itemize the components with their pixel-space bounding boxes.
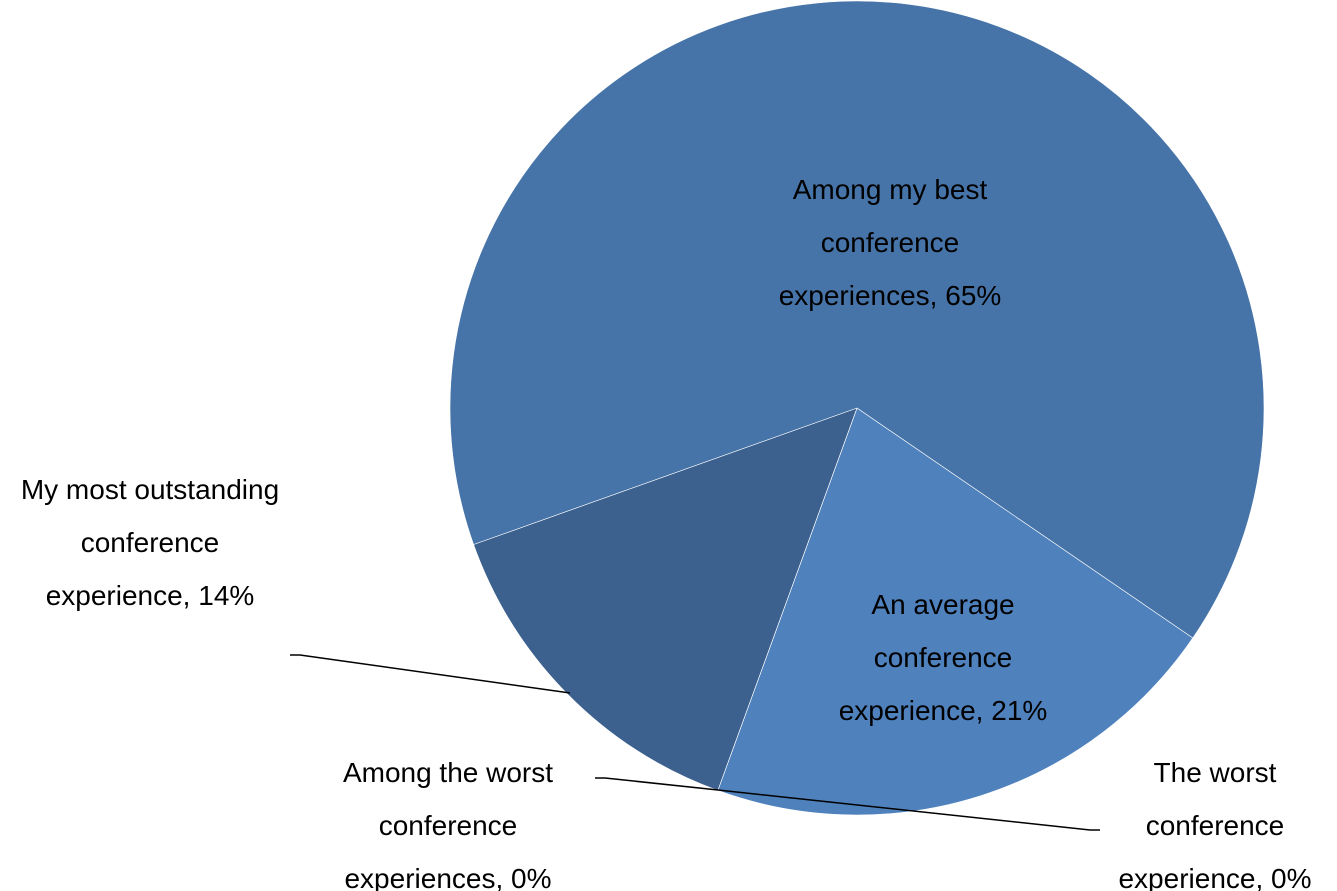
data-label: Among the worst conference experiences, … [342, 757, 554, 891]
data-label: My most outstanding conference experienc… [20, 474, 280, 611]
pie-slice [717, 407, 1194, 816]
leader-line [595, 777, 719, 791]
leader-line [717, 789, 1100, 831]
pie-slice [449, 0, 1265, 639]
data-label: The worst conference experience, 0% [1118, 757, 1312, 891]
data-label: An average conference experience, 21% [838, 589, 1048, 726]
pie-slice [473, 407, 858, 791]
leader-line [290, 654, 571, 694]
data-label: Among my best conference experiences, 65… [778, 174, 1002, 311]
